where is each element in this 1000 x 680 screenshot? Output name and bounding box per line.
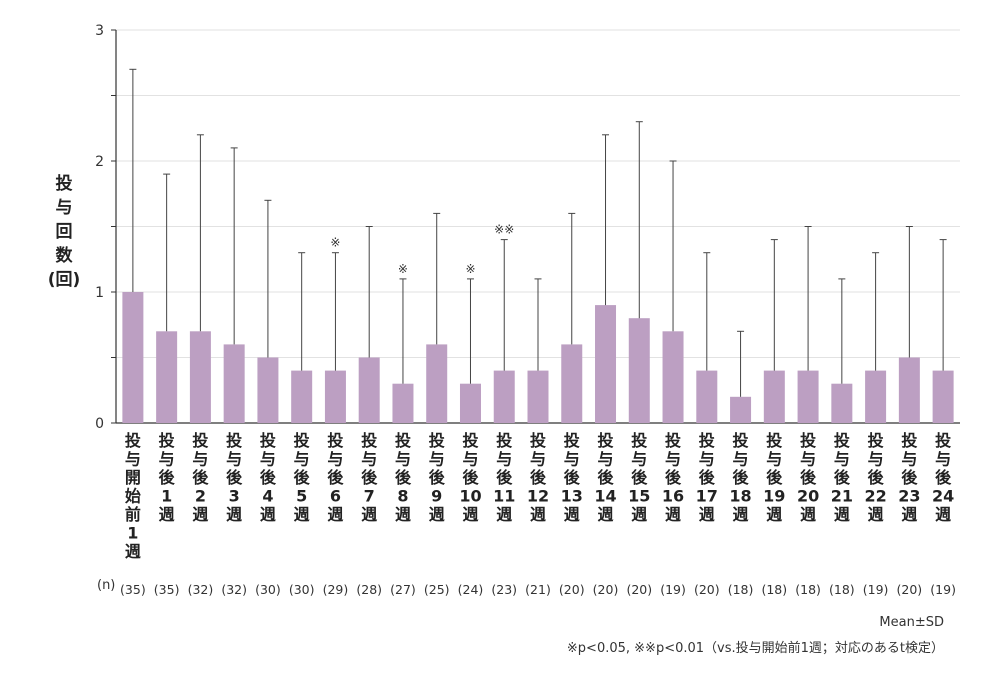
x-tick-label: 投与後 6 週 — [327, 431, 344, 524]
bar — [730, 396, 752, 423]
significance-marker: ※ — [398, 262, 408, 276]
n-value-label: (20) — [897, 582, 923, 597]
y-tick-label: 1 — [95, 285, 104, 301]
bar — [358, 357, 380, 423]
x-tick-label: 投与後 14 週 — [594, 431, 616, 524]
significance-marker: ※ — [330, 236, 340, 250]
n-value-label: (35) — [154, 582, 180, 597]
n-value-label: (27) — [390, 582, 416, 597]
x-tick-label: 投与後 10 週 — [459, 431, 481, 524]
n-value-label: (20) — [559, 582, 585, 597]
bar — [797, 370, 819, 423]
bar — [662, 331, 684, 423]
bar — [763, 370, 785, 423]
y-tick-label: 2 — [95, 154, 104, 170]
n-value-label: (18) — [728, 582, 754, 597]
significance-marker: ※ — [465, 262, 475, 276]
n-value-label: (21) — [525, 582, 551, 597]
n-value-label: (18) — [829, 582, 855, 597]
n-value-label: (32) — [221, 582, 247, 597]
x-tick-label: 投与後 20 週 — [797, 431, 819, 524]
x-tick-label: 投与後 13 週 — [561, 431, 583, 524]
x-tick-label: 投与後 17 週 — [696, 431, 718, 524]
x-tick-label: 投与後 15 週 — [628, 431, 650, 524]
n-value-label: (20) — [694, 582, 720, 597]
bar — [324, 370, 346, 423]
n-value-label: (30) — [255, 582, 281, 597]
bar — [865, 370, 887, 423]
x-tick-label: 投与後 9 週 — [429, 431, 446, 524]
significance-note: ※p<0.05, ※※p<0.01（vs.投与開始前1週；対応のあるt検定） — [566, 641, 944, 656]
n-value-label: (29) — [323, 582, 349, 597]
y-tick-label: 3 — [95, 23, 104, 39]
n-value-label: (20) — [593, 582, 619, 597]
n-value-label: (18) — [795, 582, 821, 597]
bar — [932, 370, 954, 423]
bar — [493, 370, 515, 423]
bar — [257, 357, 279, 423]
x-tick-label: 投与後 19 週 — [763, 431, 785, 524]
n-value-label: (19) — [930, 582, 956, 597]
n-value-label: (35) — [120, 582, 146, 597]
bar — [223, 344, 245, 423]
n-value-label: (20) — [626, 582, 652, 597]
bar — [156, 331, 178, 423]
bar — [561, 344, 583, 423]
bar — [527, 370, 549, 423]
x-tick-label: 投与後 8 週 — [395, 431, 412, 524]
x-tick-label: 投与後 12 週 — [527, 431, 549, 524]
x-tick-label: 投与後 18 週 — [729, 431, 751, 524]
x-tick-label: 投与後 16 週 — [662, 431, 684, 524]
x-tick-label: 投与後 3 週 — [226, 431, 243, 524]
x-tick-label: 投与後 4 週 — [260, 431, 277, 524]
bar — [291, 370, 313, 423]
bar — [898, 357, 920, 423]
bar — [831, 383, 853, 423]
x-tick-label: 投与後 1 週 — [159, 431, 176, 524]
n-value-label: (19) — [863, 582, 889, 597]
n-value-label: (19) — [660, 582, 686, 597]
x-tick-label: 投与後 24 週 — [932, 431, 954, 524]
n-value-label: (18) — [761, 582, 787, 597]
x-tick-label: 投与後 7 週 — [361, 431, 378, 524]
y-tick-label: 0 — [95, 416, 104, 432]
n-value-label: (32) — [188, 582, 214, 597]
bar — [595, 305, 617, 423]
bar — [628, 318, 650, 423]
x-tick-label: 投与後 5 週 — [294, 431, 311, 524]
x-tick-label: 投与後 23 週 — [898, 431, 920, 524]
x-tick-label: 投与後 11 週 — [493, 431, 515, 524]
n-value-label: (30) — [289, 582, 315, 597]
n-value-label: (23) — [491, 582, 517, 597]
n-value-label: (24) — [458, 582, 484, 597]
bar — [392, 383, 414, 423]
y-axis-label: 投 与 回 数 (回) — [47, 174, 81, 290]
n-prefix-label: (n) — [97, 578, 116, 593]
significance-marker: ※※ — [494, 223, 514, 237]
x-tick-label: 投与後 2 週 — [192, 431, 209, 524]
bar — [459, 383, 481, 423]
bar — [189, 331, 211, 423]
x-tick-label: 投与後 22 週 — [864, 431, 886, 524]
x-tick-label: 投与後 21 週 — [831, 431, 853, 524]
bar — [122, 292, 144, 423]
bar — [696, 370, 718, 423]
n-value-label: (25) — [424, 582, 450, 597]
x-tick-label: 投与開始前 1 週 — [125, 431, 141, 561]
bar — [426, 344, 448, 423]
n-value-label: (28) — [356, 582, 382, 597]
mean-sd-note: Mean±SD — [879, 615, 944, 630]
